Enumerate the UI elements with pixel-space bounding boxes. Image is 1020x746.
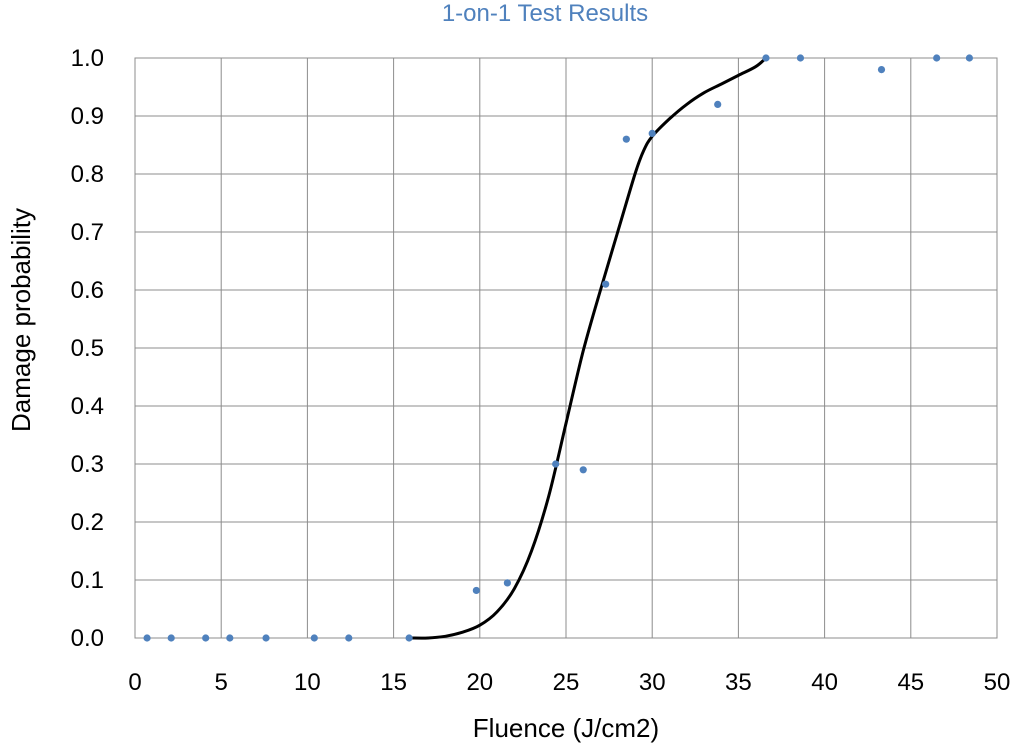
- x-tick-label: 25: [553, 669, 580, 696]
- data-point: [143, 634, 151, 642]
- data-point: [622, 135, 630, 143]
- y-tick-label: 0.1: [71, 567, 104, 594]
- x-tick-label: 15: [380, 669, 407, 696]
- y-tick-label: 0.9: [71, 103, 104, 130]
- y-tick-label: 0.4: [71, 393, 104, 420]
- data-point: [762, 54, 770, 62]
- data-point: [345, 634, 353, 642]
- y-tick-label: 0.8: [71, 161, 104, 188]
- grid-lines: [134, 57, 998, 639]
- x-tick-label: 5: [215, 669, 228, 696]
- data-point: [262, 634, 270, 642]
- y-tick-labels: 0.0 0.1 0.2 0.3 0.4 0.5 0.6 0.7 0.8 0.9 1.0: [71, 45, 104, 652]
- y-tick-label: 0.0: [71, 625, 104, 652]
- chart-title: 1-on-1 Test Results: [442, 0, 648, 27]
- y-tick-label: 0.6: [71, 277, 104, 304]
- y-tick-label: 0.3: [71, 451, 104, 478]
- data-points: [143, 54, 974, 642]
- x-tick-label: 40: [811, 669, 838, 696]
- data-point: [796, 54, 805, 62]
- data-point: [202, 634, 210, 642]
- x-axis-title: Fluence (J/cm2): [473, 713, 659, 743]
- y-tick-label: 0.7: [71, 219, 104, 246]
- x-tick-label: 0: [128, 669, 141, 696]
- y-tick-label: 0.5: [71, 335, 104, 362]
- y-tick-label: 1.0: [71, 45, 104, 72]
- x-tick-label: 35: [725, 669, 752, 696]
- data-point: [472, 586, 480, 595]
- data-point: [503, 579, 511, 587]
- data-point: [167, 634, 175, 642]
- x-tick-label: 30: [639, 669, 666, 696]
- data-point: [714, 100, 722, 108]
- x-tick-label: 20: [466, 669, 493, 696]
- x-tick-label: 10: [294, 669, 321, 696]
- x-tick-label: 50: [984, 669, 1011, 696]
- data-point: [648, 129, 656, 137]
- data-point: [933, 54, 941, 62]
- data-point: [226, 634, 234, 642]
- x-tick-labels: 0 5 10 15 20 25 30 35 40 45 50: [128, 669, 1010, 696]
- data-point: [965, 54, 974, 62]
- y-tick-label: 0.2: [71, 509, 104, 536]
- x-tick-label: 45: [897, 669, 924, 696]
- data-point: [405, 634, 413, 642]
- y-axis-title: Damage probability: [6, 208, 36, 432]
- data-point: [310, 634, 318, 642]
- plot-frame: [134, 57, 998, 639]
- data-point: [552, 460, 560, 468]
- data-point: [579, 466, 587, 474]
- data-point: [602, 280, 610, 288]
- fit-curve: [410, 56, 768, 640]
- data-point: [877, 66, 886, 74]
